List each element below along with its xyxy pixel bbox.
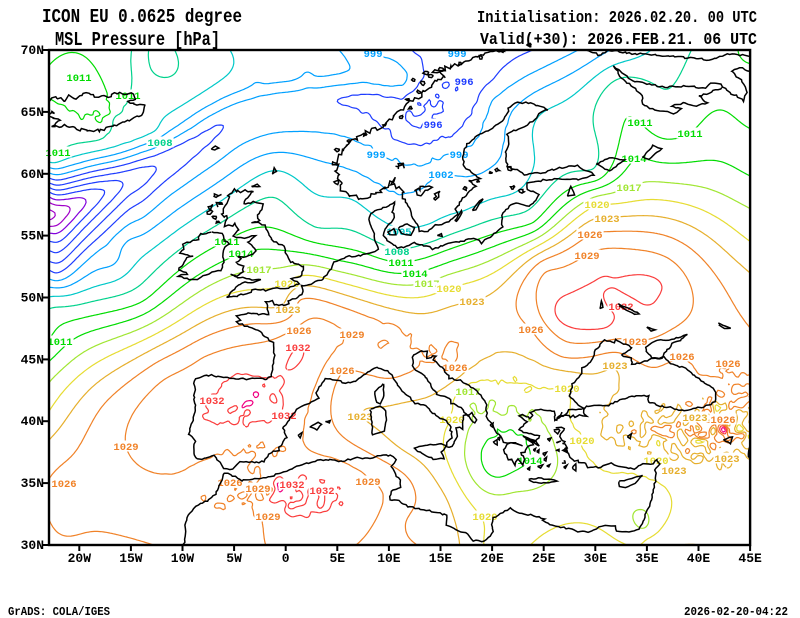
svg-text:1029: 1029 — [622, 337, 647, 349]
svg-text:1014: 1014 — [228, 249, 253, 261]
svg-text:1029: 1029 — [355, 477, 380, 489]
svg-text:1026: 1026 — [442, 363, 467, 375]
svg-text:1020: 1020 — [472, 512, 497, 524]
svg-text:1014: 1014 — [621, 154, 646, 166]
svg-text:45E: 45E — [738, 551, 762, 566]
svg-text:40N: 40N — [21, 414, 44, 429]
svg-text:1011: 1011 — [45, 148, 70, 160]
svg-text:1029: 1029 — [255, 512, 280, 524]
svg-text:1023: 1023 — [682, 413, 707, 425]
svg-text:15E: 15E — [429, 551, 453, 566]
svg-text:10W: 10W — [171, 551, 195, 566]
svg-text:1029: 1029 — [339, 330, 364, 342]
svg-text:40E: 40E — [687, 551, 711, 566]
svg-text:1008: 1008 — [147, 138, 172, 150]
svg-text:1032: 1032 — [199, 396, 224, 408]
svg-text:999: 999 — [450, 150, 469, 162]
svg-text:1032: 1032 — [309, 486, 334, 498]
svg-text:1032: 1032 — [279, 480, 304, 492]
svg-text:1023: 1023 — [347, 412, 372, 424]
svg-text:1011: 1011 — [214, 237, 239, 249]
svg-text:25E: 25E — [532, 551, 556, 566]
svg-text:20E: 20E — [480, 551, 504, 566]
svg-text:50N: 50N — [21, 291, 44, 306]
svg-text:1029: 1029 — [245, 484, 270, 496]
svg-text:1029: 1029 — [113, 442, 138, 454]
svg-text:60N: 60N — [21, 167, 44, 182]
svg-text:1023: 1023 — [459, 297, 484, 309]
svg-text:2026-02-20-04:22: 2026-02-20-04:22 — [684, 606, 788, 618]
svg-text:35E: 35E — [635, 551, 659, 566]
svg-text:1023: 1023 — [594, 214, 619, 226]
svg-text:1026: 1026 — [577, 230, 602, 242]
svg-text:1026: 1026 — [715, 359, 740, 371]
svg-text:1011: 1011 — [677, 129, 702, 141]
svg-text:1023: 1023 — [275, 305, 300, 317]
svg-text:1029: 1029 — [574, 251, 599, 263]
svg-text:1020: 1020 — [554, 384, 579, 396]
svg-text:996: 996 — [455, 77, 474, 89]
svg-text:5W: 5W — [226, 551, 242, 566]
svg-text:1011: 1011 — [627, 118, 652, 130]
svg-text:999: 999 — [367, 150, 386, 162]
svg-text:1017: 1017 — [616, 183, 641, 195]
svg-text:1020: 1020 — [584, 200, 609, 212]
svg-text:65N: 65N — [21, 105, 44, 120]
svg-text:1026: 1026 — [51, 479, 76, 491]
svg-text:10E: 10E — [377, 551, 401, 566]
svg-text:1032: 1032 — [271, 411, 296, 423]
svg-text:1020: 1020 — [436, 284, 461, 296]
svg-text:1026: 1026 — [217, 478, 242, 490]
svg-text:1020: 1020 — [439, 415, 464, 427]
svg-text:15W: 15W — [119, 551, 143, 566]
svg-text:1008: 1008 — [384, 247, 409, 259]
svg-text:1023: 1023 — [661, 466, 686, 478]
svg-text:1020: 1020 — [643, 456, 668, 468]
svg-text:1011: 1011 — [66, 73, 91, 85]
svg-text:1026: 1026 — [286, 326, 311, 338]
svg-text:30E: 30E — [584, 551, 608, 566]
svg-text:1011: 1011 — [47, 337, 72, 349]
svg-text:45N: 45N — [21, 352, 44, 367]
svg-text:30N: 30N — [21, 538, 44, 553]
svg-text:70N: 70N — [21, 43, 44, 58]
svg-text:1032: 1032 — [285, 343, 310, 355]
svg-text:55N: 55N — [21, 229, 44, 244]
svg-text:999: 999 — [448, 49, 467, 61]
svg-text:1026: 1026 — [669, 352, 694, 364]
svg-text:1026: 1026 — [710, 415, 735, 427]
svg-text:5E: 5E — [329, 551, 345, 566]
svg-text:1026: 1026 — [518, 325, 543, 337]
svg-text:20W: 20W — [68, 551, 92, 566]
svg-text:1017: 1017 — [455, 387, 480, 399]
svg-text:GrADS: COLA/IGES: GrADS: COLA/IGES — [8, 606, 110, 618]
svg-text:1011: 1011 — [388, 258, 413, 270]
svg-text:Valid(+30): 2026.FEB.21. 06 UT: Valid(+30): 2026.FEB.21. 06 UTC — [480, 31, 757, 50]
svg-text:1017: 1017 — [246, 265, 271, 277]
svg-text:ICON EU 0.0625 degree: ICON EU 0.0625 degree — [42, 6, 242, 28]
svg-text:0: 0 — [282, 551, 290, 566]
svg-text:1002: 1002 — [428, 170, 453, 182]
svg-text:1023: 1023 — [714, 454, 739, 466]
svg-text:996: 996 — [424, 120, 443, 132]
svg-text:1023: 1023 — [602, 361, 627, 373]
svg-text:35N: 35N — [21, 476, 44, 491]
svg-text:999: 999 — [364, 49, 383, 61]
svg-text:1026: 1026 — [329, 366, 354, 378]
svg-text:MSL Pressure [hPa]: MSL Pressure [hPa] — [55, 29, 220, 51]
svg-text:1020: 1020 — [569, 436, 594, 448]
svg-text:1017: 1017 — [414, 279, 439, 291]
svg-text:Initialisation: 2026.02.20. 00: Initialisation: 2026.02.20. 00 UTC — [477, 9, 757, 28]
